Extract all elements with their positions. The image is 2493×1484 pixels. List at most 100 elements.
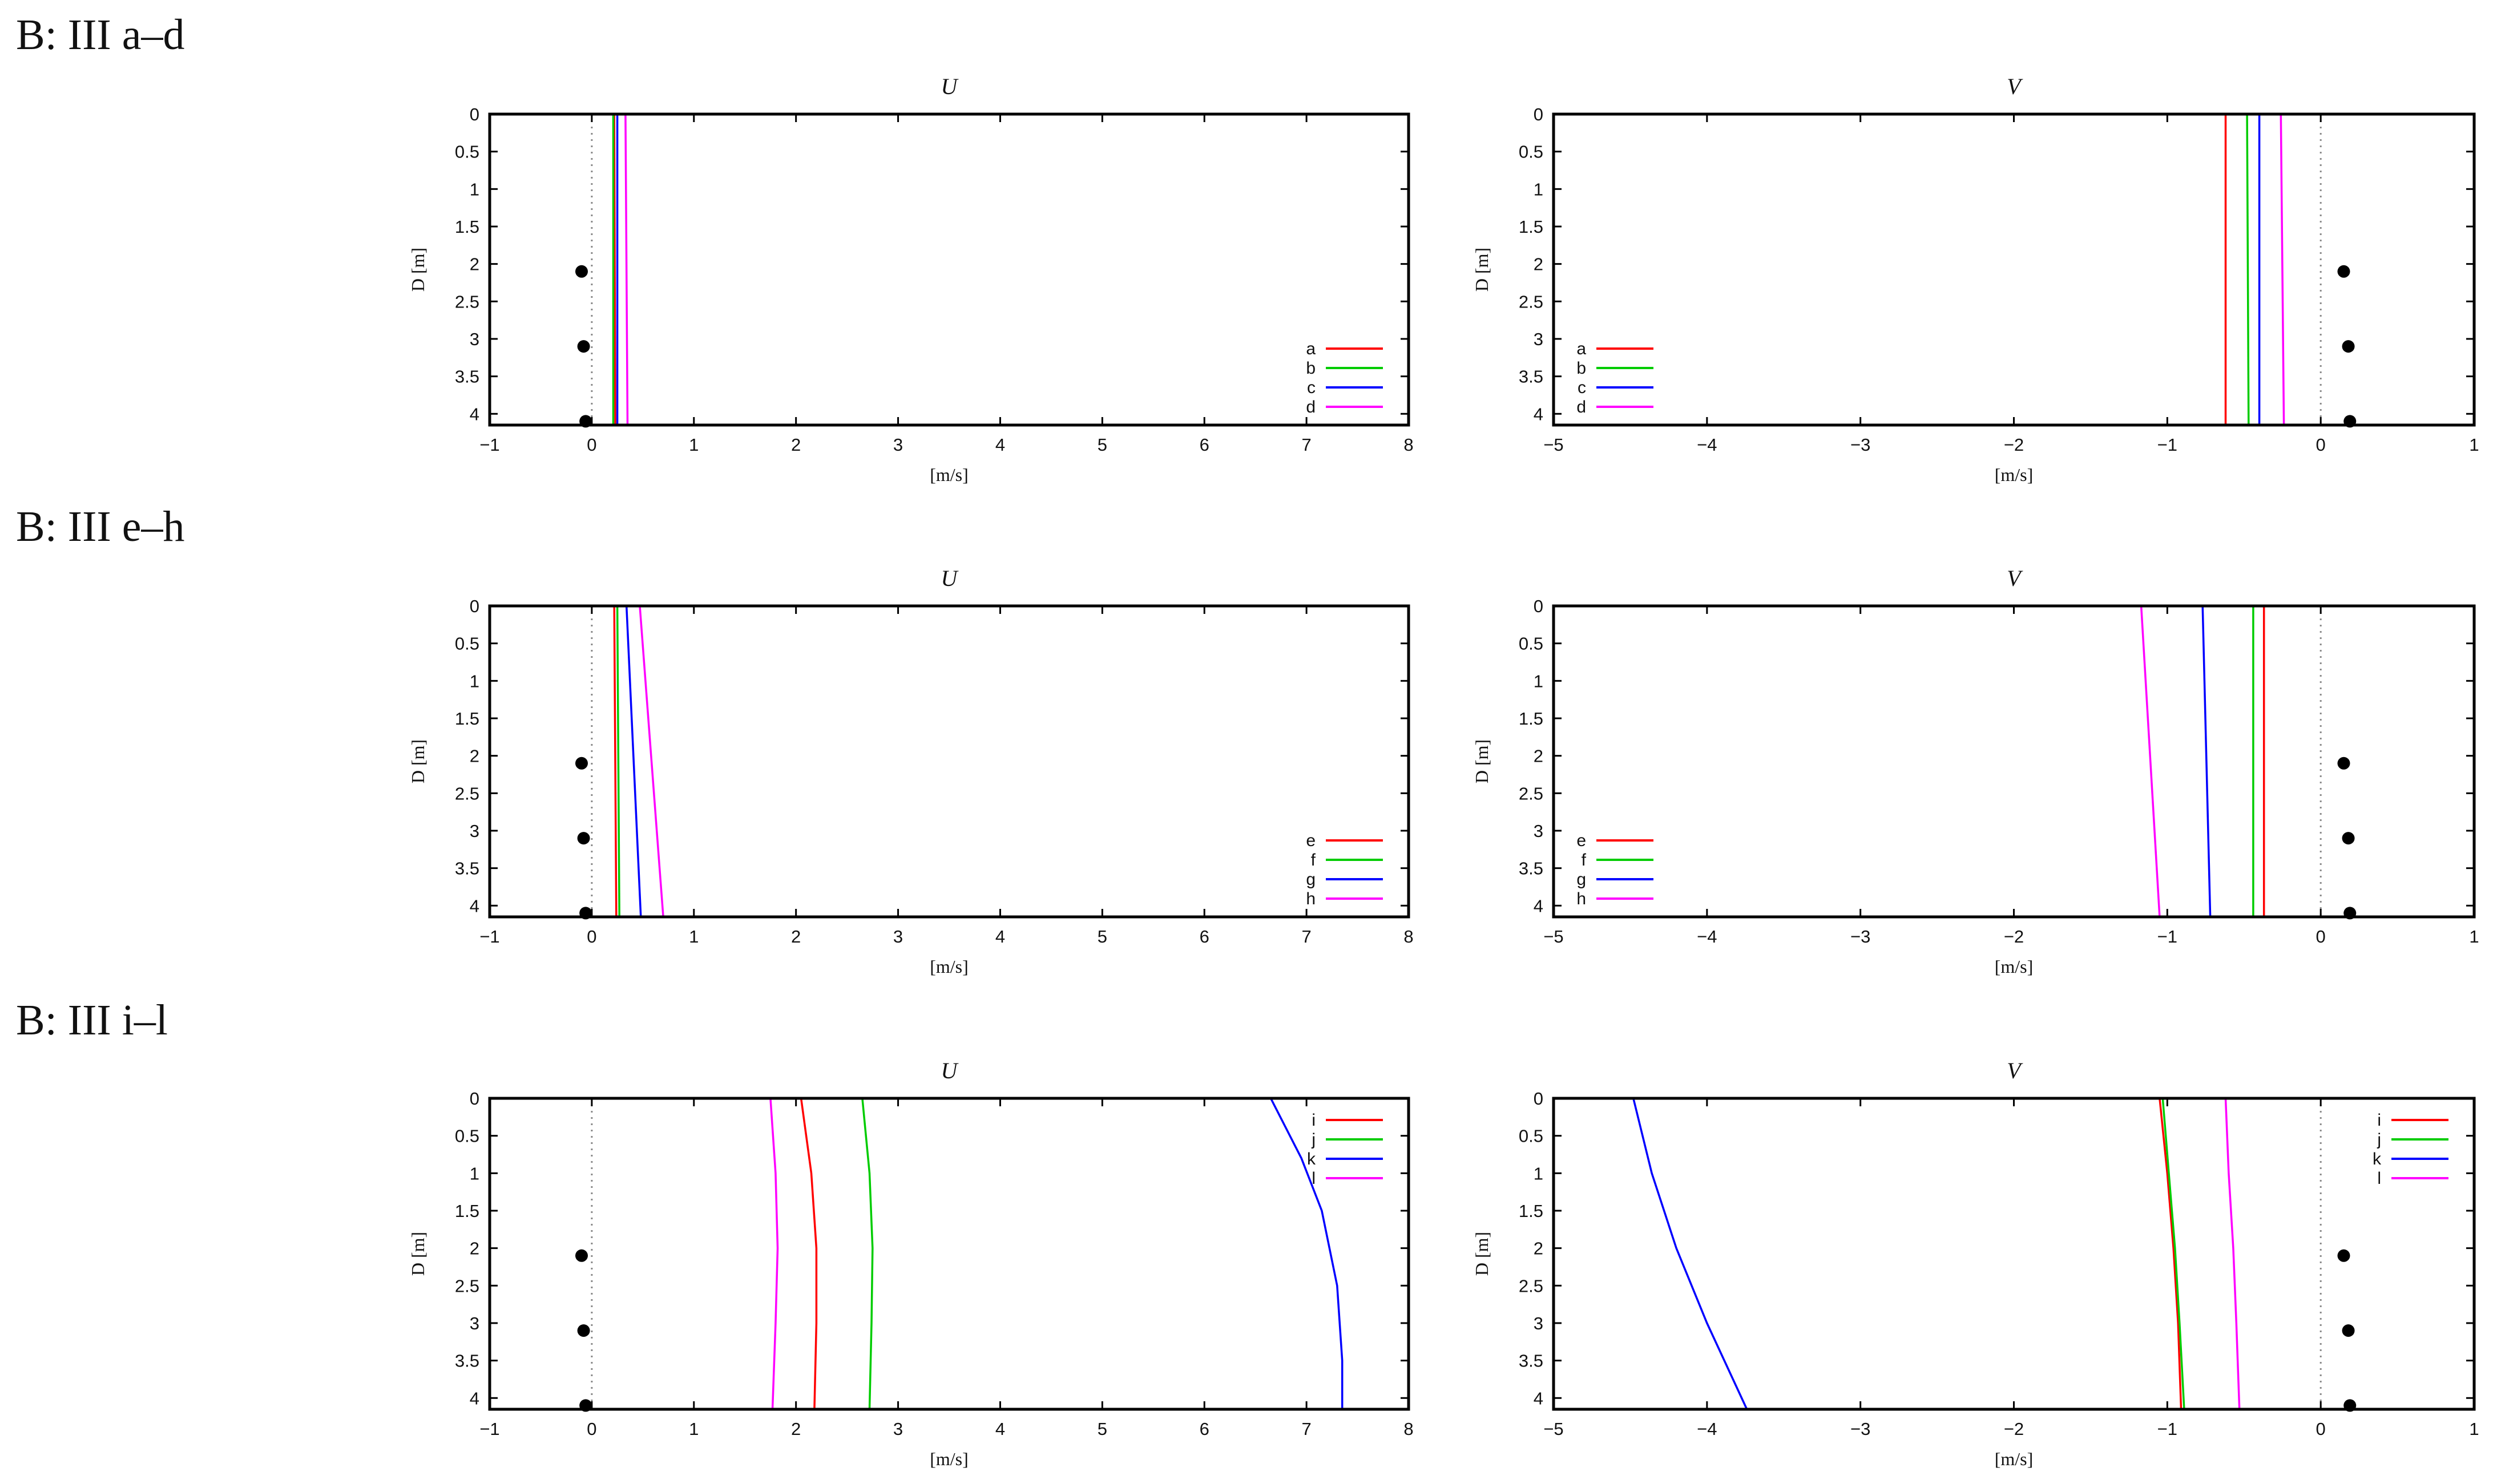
- x-tick-label: −1: [479, 1419, 499, 1439]
- x-tick-label: 0: [2316, 435, 2326, 455]
- y-tick-label: 0: [470, 1089, 479, 1109]
- series-line-h: [2140, 606, 2161, 917]
- legend-label-f: f: [1311, 851, 1316, 870]
- plot-frame: [488, 604, 1410, 919]
- legend-label-e: e: [1306, 831, 1316, 850]
- y-tick-label: 0.5: [1519, 1126, 1543, 1146]
- y-tick-label: 2.5: [455, 1276, 479, 1296]
- y-tick-label: 2: [1534, 1239, 1543, 1259]
- legend-label-b: b: [1576, 359, 1586, 378]
- x-tick-label: 3: [893, 1419, 903, 1439]
- y-tick-label: 2.5: [455, 292, 479, 312]
- panel-1: U −1 0 1 2 3 4 5 6 7 8 0 0.5 1 1.5 2 2.5 3 3.5 4 [m/s] D [m] a…: [408, 74, 1414, 485]
- x-tick-label: −3: [1850, 1419, 1870, 1439]
- legend-label-c: c: [1307, 378, 1316, 397]
- series-line-d: [2280, 114, 2285, 425]
- data-marker: [2337, 265, 2350, 278]
- y-tick-label: 4: [1534, 404, 1543, 424]
- x-tick-label: 2: [791, 1419, 801, 1439]
- x-tick-label: −1: [2157, 927, 2177, 947]
- series-line-i: [2159, 1098, 2183, 1409]
- panel-title: V: [2007, 74, 2023, 99]
- x-axis-label: [m/s]: [1995, 464, 2034, 485]
- data-marker: [2342, 1324, 2355, 1337]
- y-tick-label: 3: [1534, 329, 1543, 349]
- row-title-1: B: III a–d: [16, 11, 185, 59]
- x-tick-label: 5: [1098, 927, 1107, 947]
- series-line-j: [2161, 1098, 2185, 1409]
- x-tick-label: 5: [1098, 435, 1107, 455]
- y-tick-label: 2.5: [455, 783, 479, 803]
- series-line-e: [613, 606, 618, 917]
- x-axis-label: [m/s]: [1995, 1449, 2034, 1469]
- plot-frame: [1552, 1097, 2476, 1411]
- y-axis-label: D [m]: [408, 739, 428, 783]
- y-tick-label: 0: [470, 104, 479, 124]
- plot-frame: [488, 1097, 1410, 1411]
- legend-label-h: h: [1576, 889, 1586, 908]
- y-axis-label: D [m]: [408, 248, 428, 292]
- y-tick-label: 3: [1534, 1313, 1543, 1333]
- x-tick-label: −1: [479, 927, 499, 947]
- legend-label-l: l: [2377, 1169, 2381, 1188]
- legend-label-c: c: [1578, 378, 1586, 397]
- legend-label-i: i: [2377, 1111, 2381, 1130]
- y-tick-label: 2.5: [1519, 783, 1543, 803]
- legend-label-e: e: [1576, 831, 1586, 850]
- y-tick-label: 0: [470, 596, 479, 616]
- data-marker: [2342, 832, 2355, 845]
- series-line-i: [800, 1098, 818, 1409]
- x-tick-label: −5: [1543, 927, 1563, 947]
- x-tick-label: 4: [995, 435, 1005, 455]
- x-tick-label: 6: [1200, 1419, 1209, 1439]
- y-tick-label: 3: [470, 329, 479, 349]
- data-marker: [2337, 757, 2350, 770]
- y-tick-label: 3: [470, 821, 479, 841]
- x-tick-label: 8: [1403, 927, 1413, 947]
- x-tick-label: −5: [1543, 1419, 1563, 1439]
- panel-6: V −5 −4 −3 −2 −1 0 1 0 0.5 1 1.5 2 2.5 3 3.5 4 [m/s] D [m]…: [1471, 1058, 2479, 1469]
- data-marker: [575, 1249, 588, 1262]
- series-line-g: [2201, 606, 2212, 917]
- legend-label-h: h: [1306, 889, 1316, 908]
- x-tick-label: −5: [1543, 435, 1563, 455]
- x-tick-label: 2: [791, 435, 801, 455]
- x-tick-label: −2: [2004, 927, 2024, 947]
- x-tick-label: 1: [689, 1419, 699, 1439]
- x-tick-label: −2: [2004, 1419, 2024, 1439]
- series-line-l: [2224, 1098, 2241, 1409]
- x-tick-label: 7: [1301, 1419, 1311, 1439]
- series-line-l: [769, 1098, 779, 1409]
- x-tick-label: 7: [1301, 435, 1311, 455]
- series-line-b: [2246, 114, 2250, 425]
- x-tick-label: −3: [1850, 927, 1870, 947]
- x-tick-label: −4: [1697, 1419, 1717, 1439]
- x-tick-label: 4: [995, 1419, 1005, 1439]
- x-tick-label: 1: [2469, 1419, 2479, 1439]
- y-axis-label: D [m]: [1471, 248, 1492, 292]
- data-marker: [575, 757, 588, 770]
- y-tick-label: 1.5: [455, 217, 479, 237]
- x-tick-label: 3: [893, 435, 903, 455]
- y-tick-label: 1.5: [455, 709, 479, 729]
- legend-label-j: j: [2377, 1130, 2381, 1149]
- legend-label-j: j: [1311, 1130, 1316, 1149]
- legend-label-a: a: [1576, 339, 1586, 358]
- x-tick-label: 1: [689, 435, 699, 455]
- y-axis-label: D [m]: [408, 1232, 428, 1276]
- y-tick-label: 1: [1534, 179, 1543, 199]
- series-line-f: [616, 606, 620, 917]
- y-tick-label: 3.5: [1519, 1351, 1543, 1371]
- y-tick-label: 4: [470, 404, 479, 424]
- panel-title: U: [941, 1058, 959, 1083]
- x-tick-label: −3: [1850, 435, 1870, 455]
- y-tick-label: 1: [470, 671, 479, 691]
- series-line-k: [1269, 1098, 1344, 1409]
- legend-label-b: b: [1306, 359, 1316, 378]
- y-axis-label: D [m]: [1471, 1232, 1492, 1276]
- panel-4: V −5 −4 −3 −2 −1 0 1 0 0.5 1 1.5 2 2.5 3 3.5 4 [m/s] D [m]…: [1471, 565, 2479, 977]
- legend-label-d: d: [1576, 398, 1586, 417]
- panel-3: U −1 0 1 2 3 4 5 6 7 8 0 0.5 1 1.5 2 2.5 3 3.5 4 [m/s] D [m] e…: [408, 565, 1414, 977]
- x-tick-label: 1: [689, 927, 699, 947]
